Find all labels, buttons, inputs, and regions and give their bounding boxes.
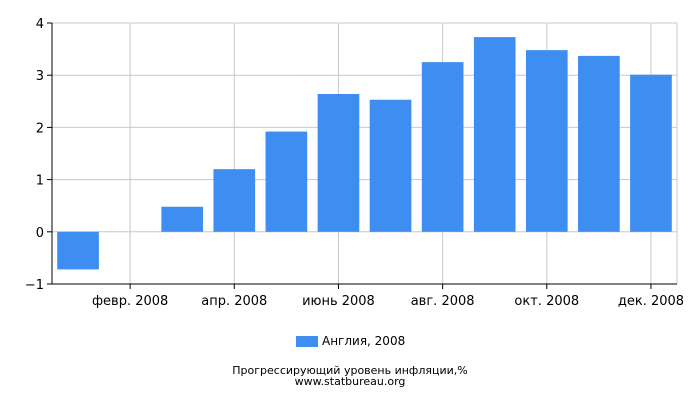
x-tick-label: февр. 2008 bbox=[92, 294, 168, 309]
bar-12 bbox=[630, 74, 672, 232]
x-tick-label: окт. 2008 bbox=[514, 294, 579, 309]
x-tick-label: авг. 2008 bbox=[411, 294, 475, 309]
bar-6 bbox=[317, 93, 360, 232]
source-site: www.statbureau.org bbox=[294, 375, 406, 388]
legend-swatch bbox=[296, 335, 318, 347]
y-tick-labels: −1 0 1 2 3 4 bbox=[25, 17, 44, 293]
chart-caption: Прогрессирующий уровень инфляции,% bbox=[232, 364, 468, 377]
y-tick-label: 4 bbox=[36, 17, 44, 32]
x-tick-label: июнь 2008 bbox=[302, 294, 375, 309]
x-tick-label: дек. 2008 bbox=[618, 294, 684, 309]
bar-11 bbox=[578, 55, 620, 232]
grid bbox=[52, 22, 678, 284]
bar-10 bbox=[525, 50, 568, 232]
legend: Англия, 2008 bbox=[296, 333, 405, 349]
bar-3 bbox=[161, 206, 204, 232]
x-tick-labels: февр. 2008 апр. 2008 июнь 2008 авг. 2008 окт… bbox=[92, 294, 684, 309]
y-tick-label: 3 bbox=[36, 69, 44, 84]
bar-7 bbox=[369, 99, 412, 232]
x-tick-label: апр. 2008 bbox=[201, 294, 267, 309]
bar-5 bbox=[265, 131, 308, 232]
axes bbox=[47, 22, 677, 289]
legend-label: Англия, 2008 bbox=[322, 334, 406, 348]
bar-1 bbox=[57, 231, 99, 270]
y-tick-label: −1 bbox=[25, 278, 44, 293]
y-tick-label: 1 bbox=[36, 174, 44, 189]
y-tick-label: 2 bbox=[36, 121, 44, 136]
bar-8 bbox=[421, 62, 464, 232]
bar-4 bbox=[213, 169, 256, 232]
bar-9 bbox=[473, 37, 516, 232]
y-tick-label: 0 bbox=[36, 226, 44, 241]
bars bbox=[57, 37, 672, 270]
